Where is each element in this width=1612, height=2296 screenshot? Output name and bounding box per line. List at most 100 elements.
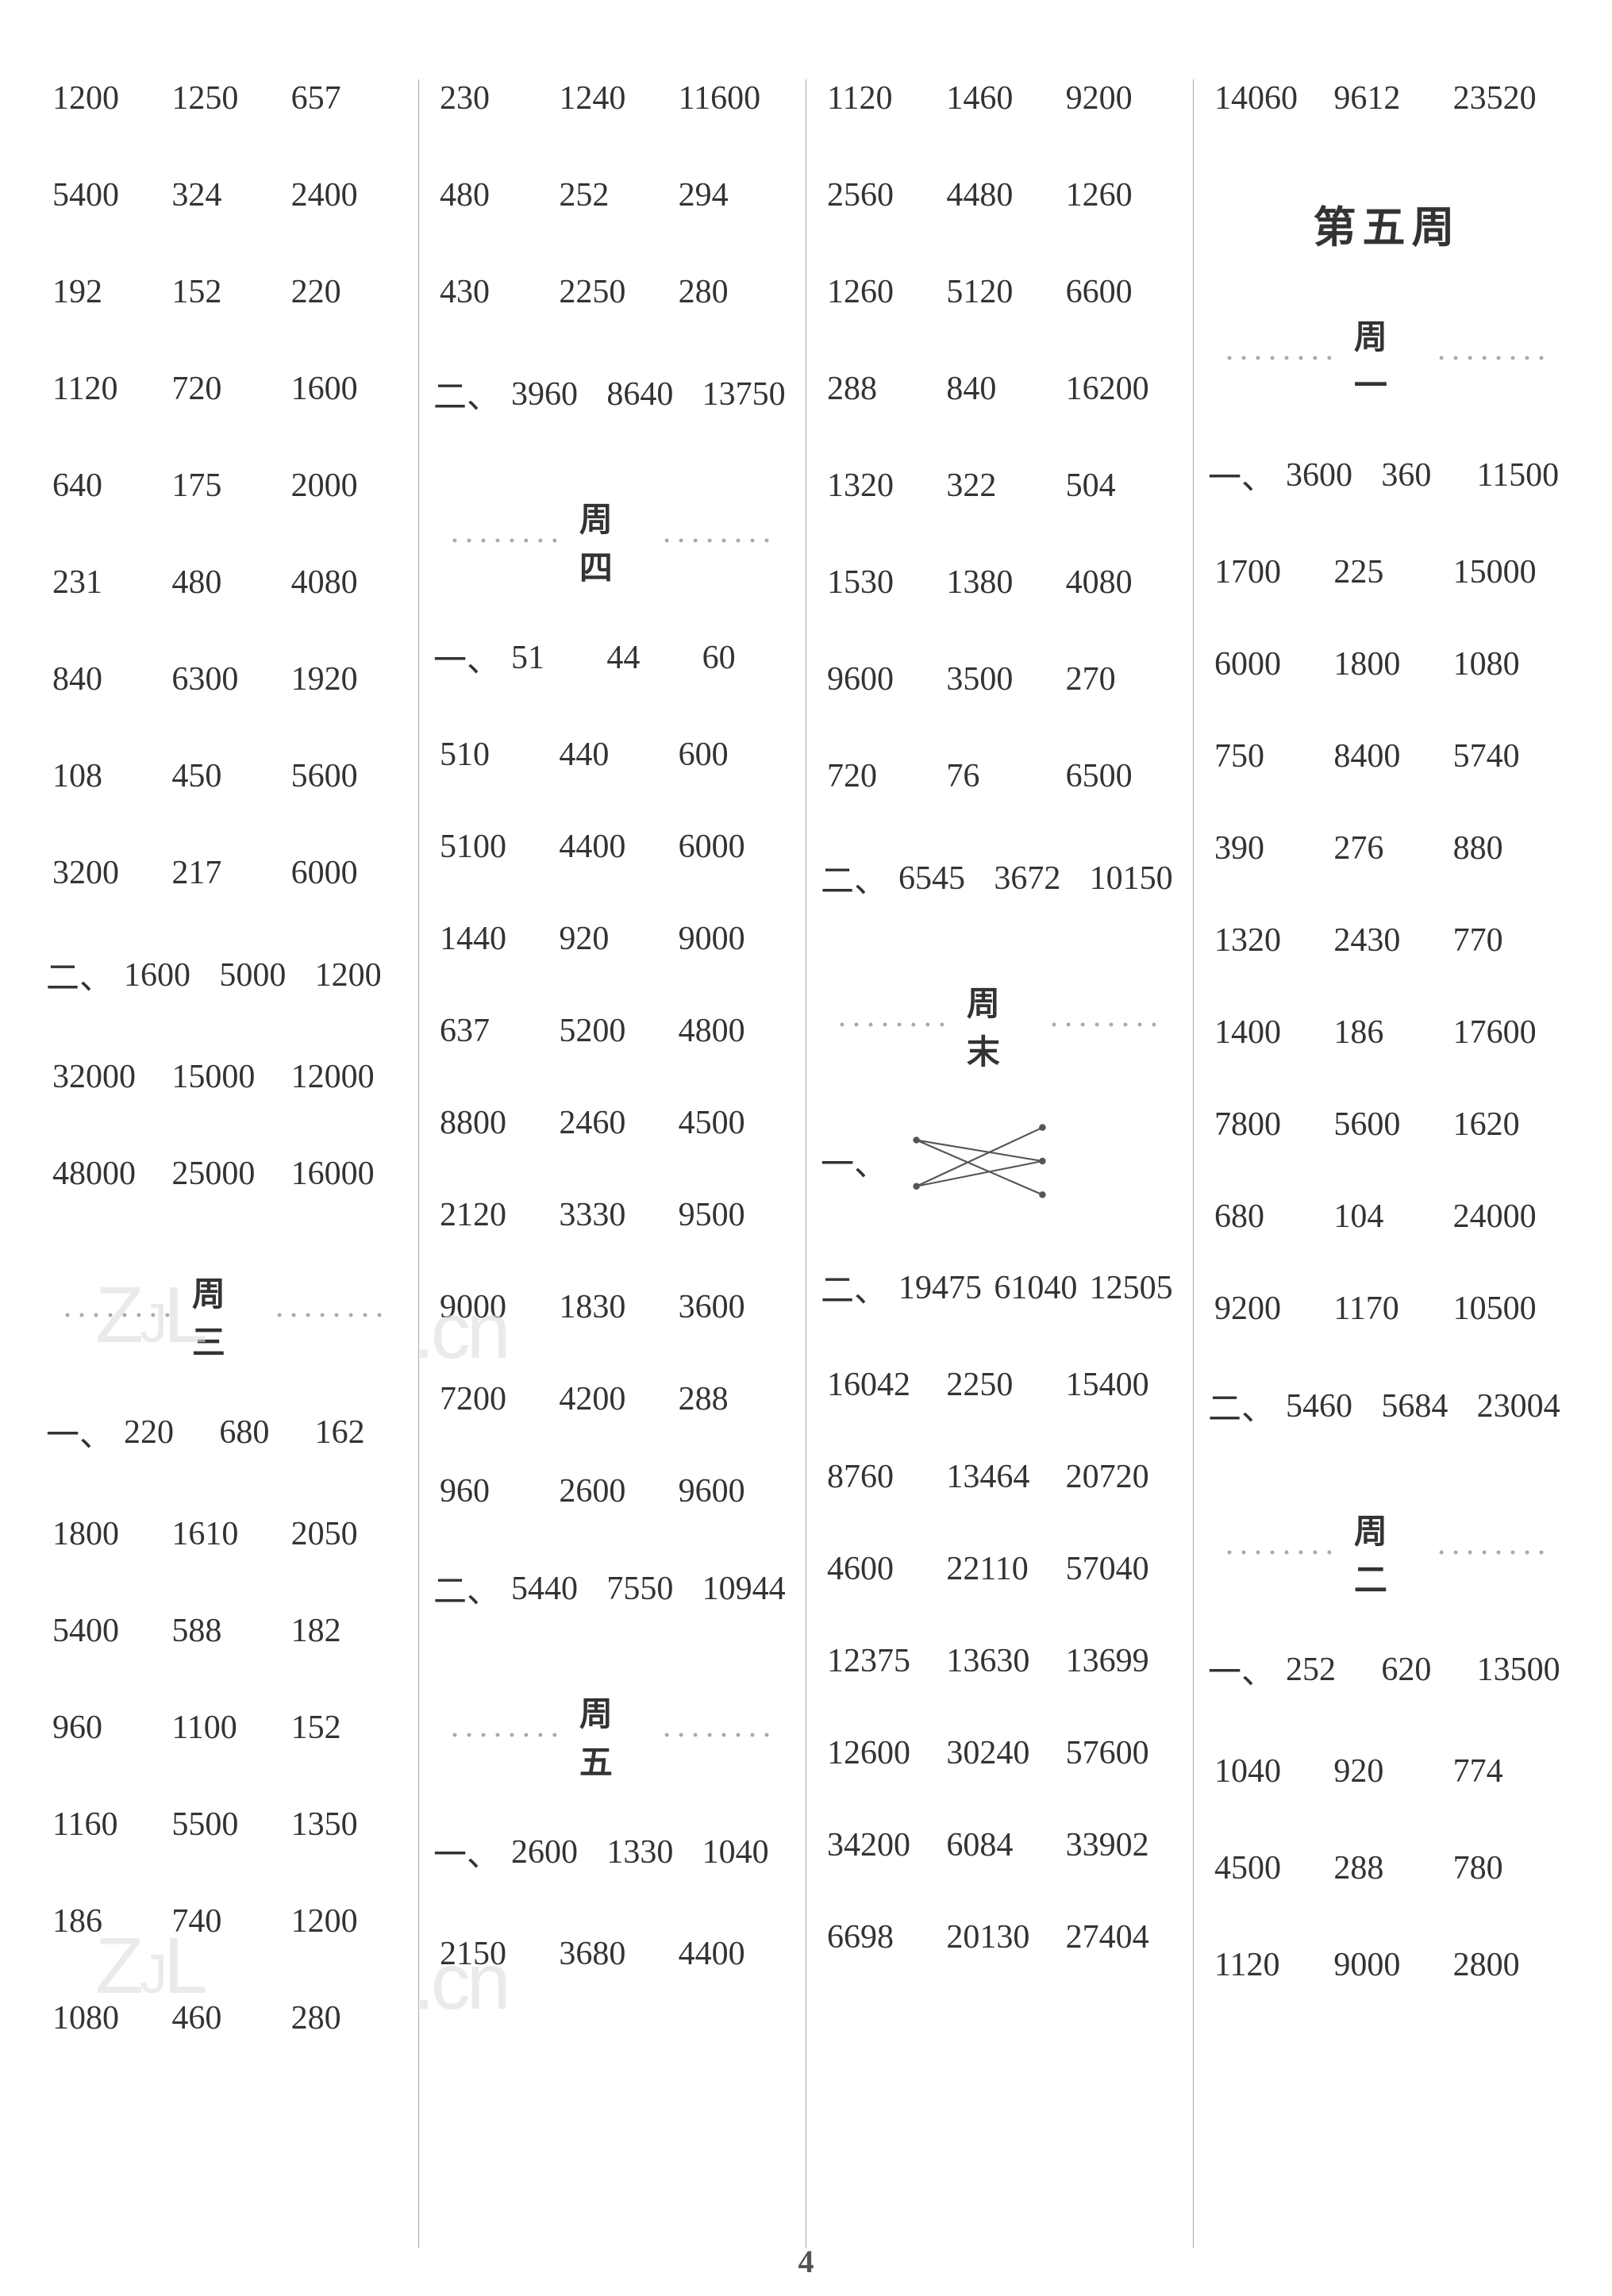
cell: 152 xyxy=(285,1709,404,1747)
cell: 1600 xyxy=(285,370,404,408)
cell: 4080 xyxy=(1060,563,1179,602)
cell: 2250 xyxy=(940,1366,1059,1404)
data-row: 390276880 xyxy=(1208,829,1566,867)
section-prefix-2: 二、 xyxy=(46,951,113,999)
data-row: 一、514460 xyxy=(433,633,791,682)
data-row: 二、5440755010944 xyxy=(433,1564,791,1613)
cell: 9200 xyxy=(1060,79,1179,117)
cell: 11600 xyxy=(672,79,791,117)
data-row: 153013804080 xyxy=(821,563,1179,602)
data-row: 126003024057600 xyxy=(821,1734,1179,1772)
cell: 48000 xyxy=(46,1155,165,1193)
cell: 186 xyxy=(1327,1013,1446,1052)
cell: 22110 xyxy=(940,1550,1059,1588)
cell: 192 xyxy=(46,273,165,311)
cell: 7550 xyxy=(600,1570,695,1608)
cell: 2400 xyxy=(285,176,404,214)
dots: ········ xyxy=(449,522,564,560)
day-label: 周五 xyxy=(579,1687,645,1784)
cell: 8400 xyxy=(1327,737,1446,775)
day-label: 周二 xyxy=(1354,1505,1420,1602)
cell: 15400 xyxy=(1060,1366,1179,1404)
cell: 15000 xyxy=(165,1058,284,1096)
cell: 1610 xyxy=(165,1515,284,1553)
cell: 322 xyxy=(940,467,1059,505)
data-row: 112014609200 xyxy=(821,79,1179,117)
cell: 6084 xyxy=(940,1826,1059,1864)
cell: 13750 xyxy=(696,375,791,413)
data-row: 510440600 xyxy=(433,736,791,774)
cell: 920 xyxy=(1327,1752,1446,1790)
cell: 1080 xyxy=(1447,645,1566,683)
cell: 9000 xyxy=(1327,1946,1446,1984)
data-row: 126051206600 xyxy=(821,273,1179,311)
cell: 4080 xyxy=(285,563,404,602)
data-row: 212033309500 xyxy=(433,1196,791,1234)
data-row: 2314804080 xyxy=(46,563,404,602)
data-row: 68010424000 xyxy=(1208,1198,1566,1236)
cell: 5740 xyxy=(1447,737,1566,775)
cell: 460 xyxy=(165,1999,284,2037)
cell: 5400 xyxy=(46,176,165,214)
data-row: 34200608433902 xyxy=(821,1826,1179,1864)
cell: 6000 xyxy=(285,854,404,892)
day-label: 周末 xyxy=(967,977,1033,1074)
data-row: 46002211057040 xyxy=(821,1550,1179,1588)
cell: 1200 xyxy=(285,1902,404,1940)
cell: 1080 xyxy=(46,1999,165,2037)
cell: 5500 xyxy=(165,1806,284,1844)
cell: 3500 xyxy=(940,660,1059,698)
cell: 1350 xyxy=(285,1806,404,1844)
dots: ········ xyxy=(449,1717,564,1755)
data-row: 123751363013699 xyxy=(821,1642,1179,1680)
data-row: 880024604500 xyxy=(433,1104,791,1142)
dots: ········ xyxy=(1048,1006,1163,1044)
cell: 2150 xyxy=(433,1935,552,1973)
cell: 252 xyxy=(1279,1651,1375,1689)
cell: 280 xyxy=(285,1999,404,2037)
section-prefix-1: 一、 xyxy=(1208,451,1275,499)
cell: 5000 xyxy=(213,956,308,994)
cell: 390 xyxy=(1208,829,1327,867)
data-row: 一、360036011500 xyxy=(1208,451,1566,499)
cell: 230 xyxy=(433,79,552,117)
cell: 1250 xyxy=(165,79,284,117)
cell: 13464 xyxy=(940,1458,1059,1496)
cell: 1040 xyxy=(1208,1752,1327,1790)
cell: 15000 xyxy=(1447,553,1566,591)
cell: 9600 xyxy=(672,1472,791,1510)
data-row: 116055001350 xyxy=(46,1806,404,1844)
dots: ········ xyxy=(1436,1534,1550,1572)
cell: 2050 xyxy=(285,1515,404,1553)
dots: ········ xyxy=(62,1297,176,1335)
data-row: 二、194756104012505 xyxy=(821,1263,1179,1312)
cell: 10150 xyxy=(1083,860,1179,898)
section-prefix-1: 一、 xyxy=(433,633,500,682)
data-row: 140018617600 xyxy=(1208,1013,1566,1052)
cell: 51 xyxy=(505,639,600,677)
data-row: 180016102050 xyxy=(46,1515,404,1553)
cell: 740 xyxy=(165,1902,284,1940)
data-row: 720766500 xyxy=(821,757,1179,795)
data-row: 66982013027404 xyxy=(821,1918,1179,1956)
data-row: 二、6545367210150 xyxy=(821,854,1179,902)
cell: 3600 xyxy=(1279,456,1375,494)
section-prefix-2: 二、 xyxy=(433,1564,500,1613)
data-row: 96026009600 xyxy=(433,1472,791,1510)
cell: 1400 xyxy=(1208,1013,1327,1052)
data-row: 4500288780 xyxy=(1208,1849,1566,1887)
data-row: 13202430770 xyxy=(1208,921,1566,960)
cell: 430 xyxy=(433,273,552,311)
cell: 8800 xyxy=(433,1104,552,1142)
cell: 510 xyxy=(433,736,552,774)
cell: 33902 xyxy=(1060,1826,1179,1864)
cell: 57040 xyxy=(1060,1550,1179,1588)
cell: 750 xyxy=(1208,737,1327,775)
data-row: 5400588182 xyxy=(46,1612,404,1650)
cell: 270 xyxy=(1060,660,1179,698)
data-row: 96003500270 xyxy=(821,660,1179,698)
cell: 6698 xyxy=(821,1918,940,1956)
cell: 6000 xyxy=(1208,645,1327,683)
data-row: 900018303600 xyxy=(433,1288,791,1326)
cell: 4480 xyxy=(940,176,1059,214)
